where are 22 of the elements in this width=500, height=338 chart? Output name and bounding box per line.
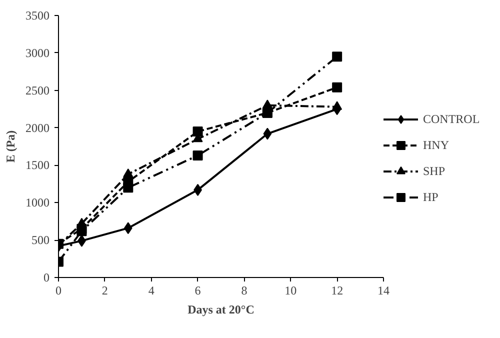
y-tick-label: 1000 [26, 196, 50, 210]
x-tick-label: 4 [148, 284, 154, 298]
legend-label: CONTROL [423, 112, 480, 126]
x-tick-label: 8 [241, 284, 248, 298]
x-tick-label: 14 [378, 284, 390, 298]
x-tick-label: 0 [56, 284, 62, 298]
y-tick-label: 2000 [26, 120, 50, 135]
y-tick-label: 3000 [26, 46, 50, 60]
legend-label: SHP [423, 164, 446, 178]
x-tick-label: 12 [331, 284, 344, 298]
y-tick-label: 0 [44, 270, 50, 284]
y-tick-label: 500 [32, 233, 50, 248]
x-tick-label: 2 [102, 284, 108, 298]
legend-label: HNY [423, 138, 449, 152]
y-tick-label: 1500 [26, 158, 50, 172]
x-axis-title: Days at 20°C [188, 302, 254, 316]
legend-label: HP [423, 190, 440, 204]
y-axis-title: E (Pa) [4, 130, 18, 163]
x-tick-label: 10 [284, 284, 297, 298]
x-tick-label: 6 [194, 284, 201, 298]
y-tick-label: 2500 [26, 83, 50, 98]
y-tick-label: 3500 [26, 8, 50, 22]
